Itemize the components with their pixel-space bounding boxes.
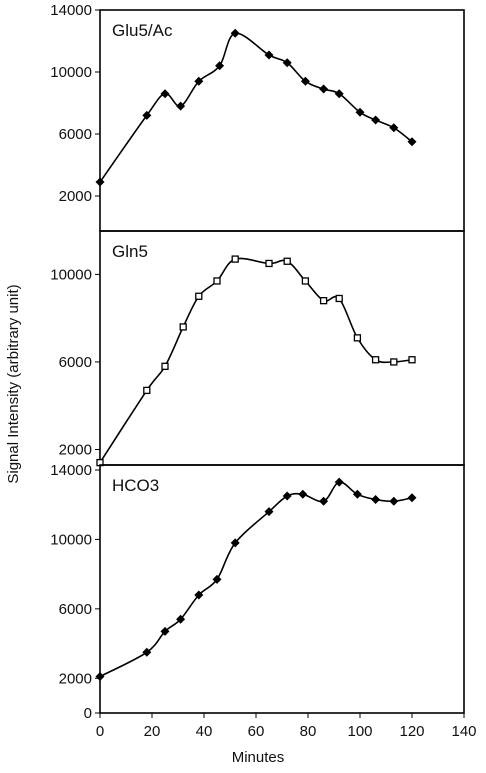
panel-2-data-point	[283, 257, 291, 265]
panel-1-data-point	[355, 107, 365, 117]
panel-2-y-tick-label: 2000	[59, 441, 92, 458]
panel-3-data-point	[298, 489, 308, 499]
panel-3-data-point	[334, 477, 344, 487]
panel-2-data-point	[161, 362, 169, 370]
x-axis-title: Minutes	[232, 749, 285, 766]
panel-3-data-point	[389, 496, 399, 506]
x-axis-tick-label: 60	[248, 723, 265, 740]
panel-2-data-point	[408, 356, 416, 364]
panel-3-y-tick-label: 6000	[59, 601, 92, 618]
panel-1-data-point	[215, 61, 225, 71]
x-axis-tick-label: 140	[451, 723, 476, 740]
panel-3-series-line	[99, 481, 413, 678]
panel-2-data-point	[301, 277, 310, 285]
panel-3-y-tick-label: 10000	[50, 531, 92, 548]
panel-2-data-point	[213, 277, 221, 285]
panel-1-data-point	[300, 76, 310, 86]
panel-2-data-point	[371, 356, 380, 364]
panel-1-data-point	[264, 50, 274, 60]
panel-3-data-point	[264, 507, 274, 517]
panel-1-data-point	[389, 123, 399, 133]
panel-2-data-point	[319, 297, 328, 305]
panel-1-data-point	[160, 89, 170, 99]
panel-1-y-tick-label: 6000	[59, 126, 92, 143]
panel-1-data-point	[319, 84, 329, 94]
panel-frame-2	[99, 230, 465, 466]
panel-3-data-point	[142, 647, 152, 657]
panel-1-data-point	[142, 110, 152, 120]
x-axis-tick-label: 100	[347, 723, 372, 740]
panel-2-data-point	[231, 255, 239, 263]
panel-3-y-tick-label: 2000	[59, 670, 92, 687]
panel-2-data-point	[390, 358, 398, 366]
panel-2-data-point	[335, 294, 343, 303]
panel-3-data-point	[319, 496, 329, 506]
panel-1-title: Glu5/Ac	[112, 21, 173, 40]
panel-2-data-point	[265, 259, 273, 268]
panel-3-data-point	[282, 491, 292, 501]
panel-2-data-point	[195, 292, 203, 300]
panel-2-data-point	[143, 386, 151, 395]
panel-3-data-point	[407, 493, 417, 503]
panel-3-y-tick-label: 14000	[50, 462, 92, 479]
x-axis-tick-label: 40	[196, 723, 213, 740]
x-axis-tick-label: 0	[96, 723, 104, 740]
panel-1-data-point	[95, 177, 105, 187]
y-axis-title: Signal Intensity (arbitrary unit)	[5, 284, 22, 483]
panel-3-title: HCO3	[112, 476, 159, 495]
panel-1-data-point	[371, 115, 381, 125]
panel-1-data-point	[230, 28, 240, 38]
panel-1-data-point	[407, 137, 417, 147]
panel-1-series-line	[99, 32, 413, 183]
panel-3-data-point	[230, 538, 240, 548]
panel-3-data-point	[371, 495, 381, 505]
panel-3-data-point	[160, 626, 170, 636]
x-axis-tick-label: 120	[399, 723, 424, 740]
panel-2-y-tick-label: 6000	[59, 354, 92, 371]
panel-2-title: Gln5	[112, 242, 148, 261]
panel-2-data-point	[353, 334, 362, 342]
panel-2-series-line	[99, 257, 413, 464]
panel-1-data-point	[194, 76, 204, 86]
panel-3-data-point	[352, 489, 362, 499]
panel-frame-1	[99, 9, 465, 232]
x-axis-tick-label: 20	[144, 723, 161, 740]
panel-3-data-point	[176, 614, 186, 624]
panel-3-data-point	[194, 590, 204, 600]
panel-1-y-tick-label: 2000	[59, 188, 92, 205]
panel-1-data-point	[334, 89, 344, 99]
panel-2-y-tick-label: 10000	[50, 266, 92, 283]
panel-1-y-tick-label: 10000	[50, 64, 92, 81]
panel-1-y-tick-label: 14000	[50, 2, 92, 19]
panel-1-data-point	[176, 101, 186, 111]
panel-3-y-tick-label: 0	[84, 705, 92, 722]
x-axis-tick-label: 80	[300, 723, 317, 740]
panel-1-data-point	[282, 58, 292, 68]
panel-2-data-point	[179, 323, 187, 331]
panel-frame-3	[99, 464, 465, 714]
panel-3-data-point	[212, 574, 222, 584]
panel-3-data-point	[95, 672, 105, 682]
